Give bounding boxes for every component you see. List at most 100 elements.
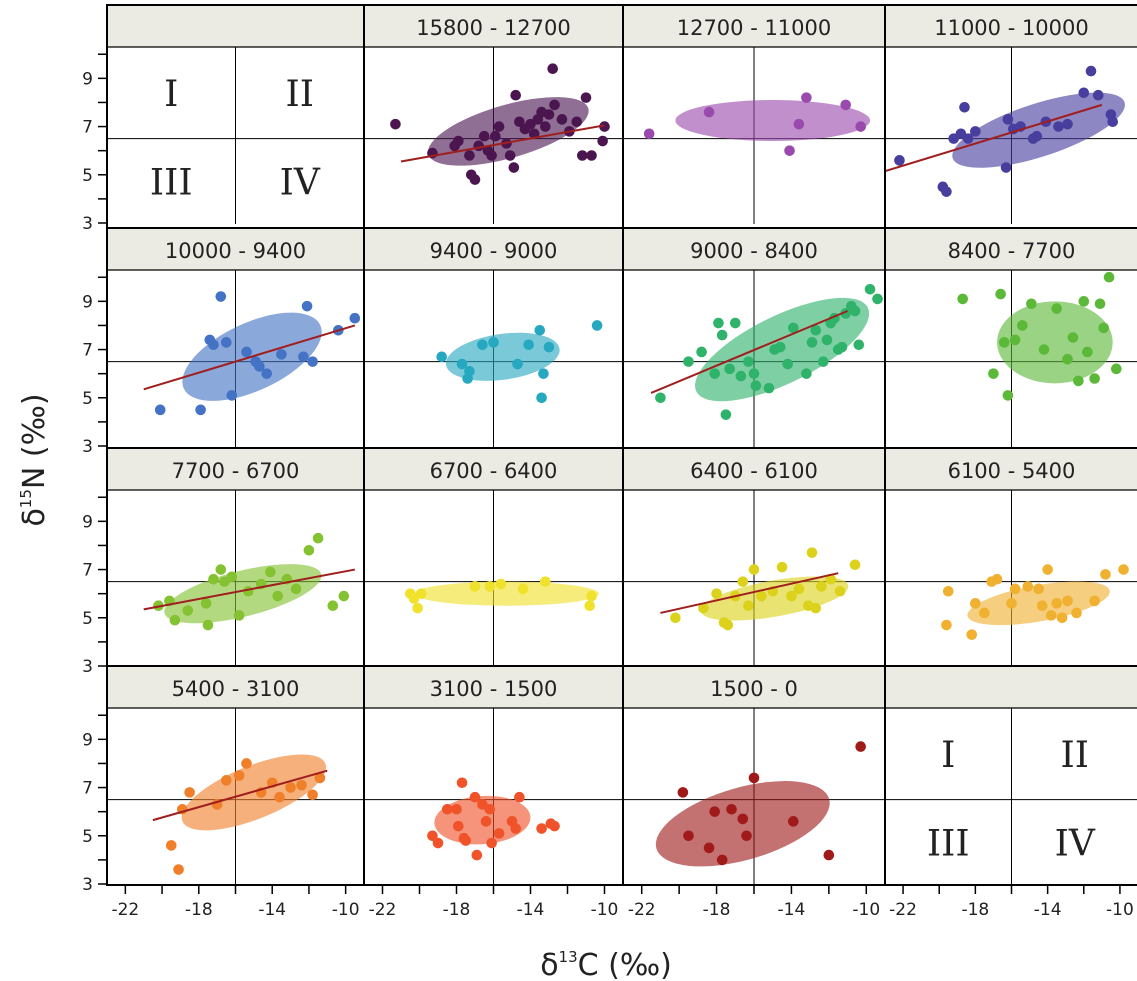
data-point: [307, 789, 318, 801]
panel-title: 15800 - 12700: [416, 16, 571, 40]
panel-title: 5400 - 3100: [172, 677, 300, 701]
data-point: [202, 619, 214, 631]
data-point: [995, 288, 1006, 300]
data-point: [774, 341, 786, 353]
data-point: [549, 820, 560, 832]
data-point: [793, 118, 805, 130]
data-point: [1051, 303, 1062, 314]
data-point: [586, 150, 597, 161]
data-point: [788, 816, 799, 827]
panel-header-band: [364, 5, 623, 47]
x-tick-label: -14: [1034, 900, 1062, 920]
data-point: [241, 346, 252, 358]
data-point: [872, 293, 883, 305]
data-point: [991, 573, 1003, 585]
y-tick-label: 7: [82, 779, 93, 799]
data-point: [806, 547, 818, 558]
y-tick-label: 3: [82, 875, 93, 895]
trend-line: [152, 769, 328, 822]
data-point: [1036, 600, 1048, 612]
panel-title: 9000 - 8400: [690, 239, 818, 263]
y-tick-label: 7: [82, 118, 93, 138]
data-point: [493, 828, 505, 839]
data-point: [1082, 346, 1093, 358]
data-point: [1009, 583, 1021, 595]
panel-title: 10000 - 9400: [165, 239, 306, 263]
data-point: [776, 561, 788, 573]
data-point: [825, 573, 837, 585]
data-point: [215, 564, 227, 575]
y-tick-label: 9: [82, 292, 93, 312]
data-point: [720, 409, 732, 420]
panel-header-band: [623, 228, 885, 270]
panel-header-band: [364, 228, 623, 270]
data-point: [453, 135, 464, 147]
data-point: [683, 356, 694, 367]
data-point: [1092, 89, 1104, 101]
data-point: [221, 775, 232, 786]
data-point: [571, 116, 583, 128]
quadrant-label: III: [927, 823, 970, 864]
data-point: [490, 130, 501, 142]
data-point: [793, 583, 805, 595]
data-point: [1051, 598, 1062, 609]
data-point: [412, 602, 423, 614]
x-tick-label: -22: [889, 900, 917, 920]
data-point: [486, 150, 497, 161]
data-point: [327, 600, 339, 612]
data-point: [512, 358, 523, 370]
data-point: [1103, 271, 1115, 283]
data-point: [182, 605, 194, 616]
data-point: [510, 823, 521, 834]
data-point: [469, 581, 481, 592]
data-point: [840, 308, 851, 319]
data-point: [584, 600, 595, 612]
x-tick-label: -10: [852, 900, 880, 920]
data-point: [801, 92, 812, 103]
panel-header-band: [623, 5, 885, 47]
x-tick-label: -18: [185, 900, 213, 920]
data-point: [597, 135, 608, 147]
data-point: [285, 782, 296, 793]
data-point: [1000, 162, 1012, 173]
data-point: [390, 118, 401, 130]
data-point: [599, 121, 610, 132]
data-point: [484, 803, 496, 815]
data-point: [806, 337, 818, 348]
data-point: [894, 155, 905, 166]
y-tick-label: 3: [82, 437, 93, 457]
data-point: [979, 607, 990, 619]
data-point: [226, 390, 238, 401]
data-point: [729, 317, 741, 329]
data-point: [154, 404, 166, 416]
data-point: [1094, 298, 1106, 310]
data-point: [314, 772, 326, 784]
panel-title: 1500 - 0: [710, 677, 798, 701]
panel-title: 3100 - 1500: [430, 677, 558, 701]
confidence-ellipse: [413, 581, 599, 606]
data-point: [484, 581, 496, 592]
data-point: [1017, 320, 1028, 331]
x-tick-label: -10: [1106, 900, 1134, 920]
data-point: [486, 837, 497, 849]
data-point: [477, 339, 488, 351]
data-point: [855, 121, 866, 132]
x-tick-label: -18: [443, 900, 471, 920]
data-point: [670, 612, 681, 624]
x-tick-label: -22: [111, 900, 139, 920]
x-tick-label: -14: [258, 900, 286, 920]
data-point: [763, 382, 775, 394]
data-point: [536, 823, 547, 834]
x-tick-label: -18: [703, 900, 731, 920]
data-point: [1006, 598, 1017, 609]
data-point: [540, 121, 551, 132]
data-point: [1002, 390, 1014, 401]
quadrant-label: IV: [1055, 823, 1096, 864]
quadrant-label: IV: [280, 162, 321, 203]
data-point: [784, 145, 795, 156]
data-point: [643, 128, 655, 140]
data-point: [840, 99, 851, 111]
quadrant-label: II: [286, 74, 314, 115]
y-tick-label: 9: [82, 730, 93, 750]
data-point: [1067, 332, 1079, 343]
